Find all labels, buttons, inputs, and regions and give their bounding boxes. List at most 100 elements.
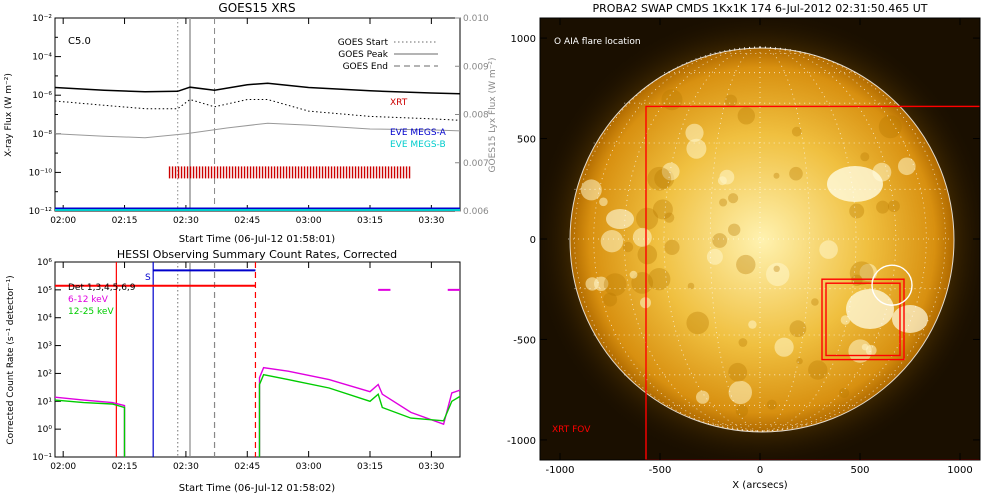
goes-y-ticks: 10⁻¹² 10⁻¹⁰ 10⁻⁸ 10⁻⁶ 10⁻⁴ 10⁻² [29,14,61,217]
hessi-annotation-s: S [145,273,151,283]
xrt-fov-box [645,105,980,460]
sun-texture-blob [686,138,707,159]
sun-texture-blob [664,239,680,255]
hessi-series-line-1 [55,399,126,457]
swap-x-tick-label: 500 [850,465,869,476]
goes-y2-tick-label: 0.009 [463,62,489,72]
swap-panel: PROBA2 SWAP CMDS 1Kx1K 174 6-Jul-2012 02… [507,2,981,491]
xrt-label: XRT [390,98,408,108]
goes-y-tick-label: 10⁻¹² [29,207,53,217]
swap-x-tick-label: 0 [757,465,763,476]
sun-texture-blob [735,404,749,417]
swap-x-tick-label: 1000 [947,465,972,476]
active-region [846,289,894,329]
goes-title: GOES15 XRS [218,1,295,15]
xrt-observation-ticks [168,166,411,179]
hessi-y-tick-label: 10⁶ [37,258,52,268]
sun-texture-blob [719,198,728,207]
sun-texture-blob [631,272,654,294]
hessi-legend-6-12: 6-12 keV [68,295,109,305]
longitude-line [759,46,897,432]
hessi-annotation-det: Det 1,3,4,5,6,9 [68,283,136,293]
goes-x-tick-label: 02:45 [234,216,260,226]
swap-y-tick-label: -1000 [507,436,536,447]
hessi-x-tick-label: 02:30 [173,462,199,472]
sun-texture-blob [712,233,728,248]
sun-texture-blob [636,207,659,230]
goes-legend-label: GOES End [343,62,388,72]
sun-texture-blob [585,277,599,291]
swap-y-tick-label: 1000 [511,34,536,45]
hessi-x-label: Start Time (06-Jul-12 01:58:02) [179,483,336,494]
hessi-x-tick-label: 02:00 [50,462,76,472]
swap-x-ticks: -1000 -500 0 500 1000 [545,18,973,476]
sun-texture-blob [706,248,723,265]
swap-x-label: X (arcsecs) [732,480,788,491]
sun-texture-blob [724,94,738,108]
goes-legend: GOES Start GOES Peak GOES End [338,38,438,72]
sun-texture-blob [686,311,709,335]
hessi-series-line-1 [258,373,460,457]
goes-xrs-panel: GOES15 XRS 10⁻¹² 10⁻¹⁰ 10⁻⁸ 10⁻⁶ 10⁻⁴ 10⁻² 0.… [4,1,498,245]
sun-texture-blob [737,107,755,125]
hessi-y-tick-label: 10³ [37,342,52,352]
goes-y-tick-label: 10⁻⁶ [32,91,52,101]
sun-texture-blob [811,298,819,306]
swap-x-tick-label: -1000 [545,465,574,476]
goes-series-labels: XRT EVE MEGS-A EVE MEGS-B [390,98,447,150]
hessi-series-line-0 [258,366,460,457]
eve-megs-b-label: EVE MEGS-B [390,140,446,150]
sun-texture-blob [622,241,634,253]
hessi-y-tick-label: 10⁻¹ [32,453,52,463]
longitude-line [574,46,761,432]
hessi-title: HESSI Observing Summary Count Rates, Cor… [117,248,397,261]
swap-y-tick-label: 500 [517,135,536,146]
goes-y-tick-label: 10⁻⁸ [32,130,52,140]
goes-x-tick-label: 02:30 [173,216,199,226]
sun-texture-blob [600,230,624,253]
sun-texture-blob [860,152,870,162]
sun-texture-blob [789,320,807,338]
goes-y2-tick-label: 0.007 [463,159,489,169]
hessi-panel: HESSI Observing Summary Count Rates, Cor… [6,248,461,494]
active-region [606,209,634,229]
sun-texture-blob [637,244,658,265]
goes-series-line-2 [55,122,460,139]
swap-y-tick-label: -500 [513,335,536,346]
goes-legend-label: GOES Peak [338,50,388,60]
sun-texture-blob [898,157,916,176]
goes-x-tick-label: 03:30 [418,216,444,226]
sun-texture-blob [728,380,752,405]
goes-x-tick-label: 02:15 [112,216,138,226]
sun-disk [570,48,954,432]
goes-y-tick-label: 10⁻⁴ [32,53,52,63]
swap-x-tick-label: -500 [649,465,672,476]
hessi-x-tick-label: 03:15 [357,462,383,472]
goes-y2-tick-label: 0.006 [463,207,489,217]
sun-texture-blob [603,273,627,296]
active-region [892,305,928,333]
sun-texture-blob [876,200,890,214]
goes-y2-label: GOES15 Lyx Flux (W m⁻²) [488,58,498,173]
goes-y-label: X-ray Flux (W m⁻²) [4,73,14,157]
aia-flare-location-circle [871,264,913,306]
hessi-series-line-0 [55,396,126,457]
sun-texture-blob [773,265,780,272]
hessi-legend: 6-12 keV 12-25 keV [68,295,114,317]
swap-annotation-xrt: XRT FOV [552,425,591,435]
sun-texture-blob [766,262,790,287]
hessi-legend-12-25: 12-25 keV [68,307,114,317]
hessi-x-tick-label: 03:00 [296,462,322,472]
hessi-x-tick-label: 03:30 [418,462,444,472]
sun-texture-blob [878,115,902,139]
hessi-y-ticks: 10⁻¹ 10⁰ 10¹ 10² 10³ 10⁴ 10⁵ 10⁶ [32,258,61,463]
sun-texture-blob [599,197,608,207]
goes-x-tick-label: 02:00 [50,216,76,226]
active-region [827,166,883,202]
sun-texture-blob [661,89,683,111]
sun-texture-blob [580,179,602,201]
goes-series-line-1 [55,98,460,121]
hessi-y-label: Corrected Count Rate (s⁻¹ detector⁻¹) [6,275,16,444]
goes-legend-label: GOES Start [338,38,389,48]
